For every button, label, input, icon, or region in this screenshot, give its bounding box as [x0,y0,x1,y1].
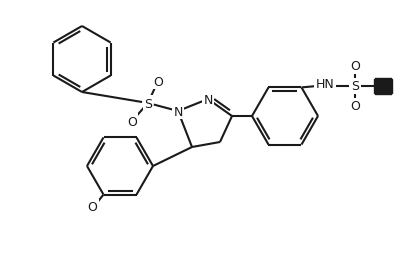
Text: O: O [127,115,137,128]
Text: O: O [350,100,360,113]
Bar [374,80,392,94]
Text: O: O [350,60,360,73]
Text: O: O [153,75,163,88]
Text: O: O [88,200,98,213]
Text: HN: HN [316,78,334,91]
Text: N: N [203,93,213,106]
Text: S: S [351,80,359,93]
Text: S: S [144,97,152,110]
Text: N: N [173,105,183,118]
